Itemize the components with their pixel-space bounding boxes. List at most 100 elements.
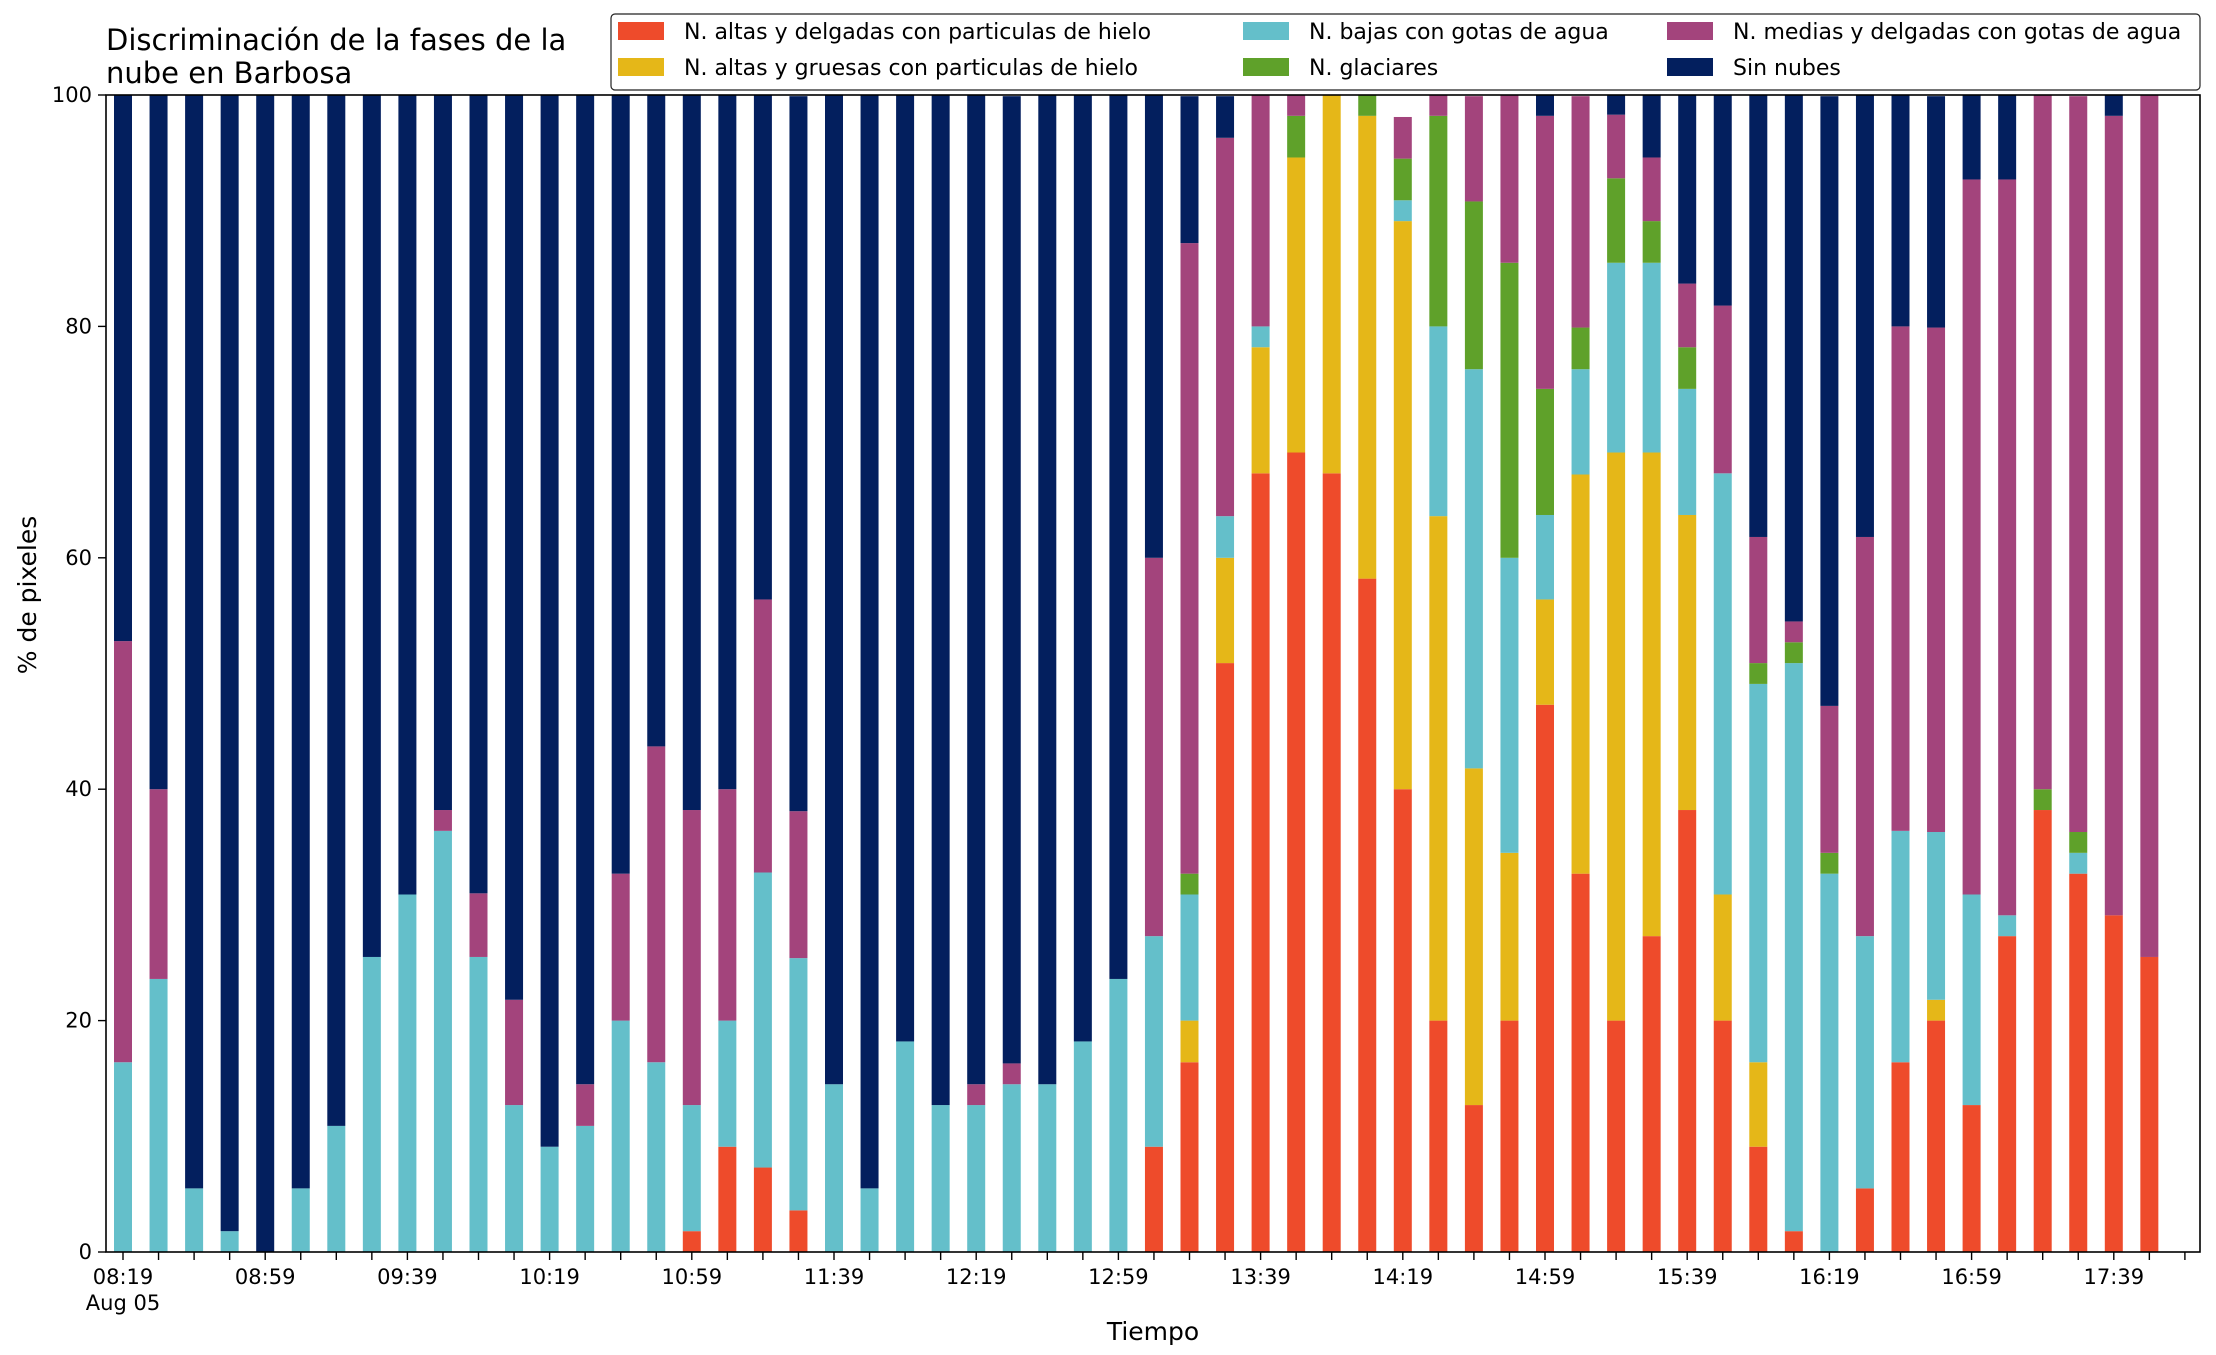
- legend-swatch-1: [618, 58, 664, 76]
- bar-segment-17:09-series-2: [1998, 915, 2017, 937]
- bar-segment-15:19-series-0: [1607, 1020, 1626, 1252]
- bar-segment-11:09-series-5: [718, 95, 737, 790]
- bar-segment-11:59-series-5: [896, 95, 915, 1042]
- bar-segment-11:29-series-4: [789, 811, 808, 959]
- bar-segment-13:29-series-4: [1216, 137, 1235, 517]
- x-tick-label-11:39: 11:39: [804, 1265, 865, 1289]
- bar-segment-15:39-series-2: [1678, 388, 1697, 515]
- bar-segment-12:29-series-2: [1002, 1084, 1021, 1252]
- bar-segment-15:39-series-1: [1678, 514, 1697, 811]
- bar-segment-15:09-series-4: [1571, 96, 1590, 328]
- bar-segment-17:29-series-0: [2069, 873, 2088, 1252]
- x-tick-label-17:39: 17:39: [2084, 1265, 2145, 1289]
- bar-segment-16:09-series-2: [1784, 663, 1803, 1232]
- bar-segment-15:19-series-1: [1607, 452, 1626, 1021]
- bar-segment-15:39-series-4: [1678, 283, 1697, 348]
- legend-label-0: N. altas y delgadas con particulas de hi…: [684, 20, 1151, 45]
- bar-segment-13:49-series-1: [1287, 157, 1306, 453]
- bar-segment-16:19-series-4: [1820, 705, 1839, 853]
- bar-segment-16:39-series-5: [1891, 95, 1910, 327]
- y-tick-label-60: 60: [65, 546, 92, 570]
- x-tick-label-10:19: 10:19: [519, 1265, 580, 1289]
- bar-segment-13:19-series-5: [1180, 96, 1199, 244]
- bar-segment-09:39-series-2: [398, 894, 417, 1252]
- bar-segment-12:39-series-5: [1038, 95, 1057, 1085]
- bar-segment-17:49-series-4: [2140, 95, 2159, 957]
- bar-segment-15:29-series-0: [1642, 936, 1661, 1252]
- bar-segment-12:29-series-4: [1002, 1063, 1021, 1085]
- bar-segment-16:49-series-1: [1927, 999, 1946, 1021]
- bar-segment-15:49-series-2: [1713, 473, 1732, 895]
- bar-segment-09:29-series-5: [362, 95, 381, 957]
- bar-segment-17:39-series-5: [2104, 95, 2123, 116]
- bar-segment-14:49-series-4: [1500, 95, 1519, 263]
- bar-segment-16:29-series-0: [1855, 1188, 1874, 1252]
- bar-segment-16:49-series-0: [1927, 1020, 1946, 1252]
- bar-segment-16:39-series-4: [1891, 326, 1910, 831]
- legend-label-4: N. medias y delgadas con gotas de agua: [1733, 20, 2181, 45]
- bar-segment-14:09-series-3: [1358, 95, 1377, 116]
- y-tick-label-0: 0: [79, 1240, 92, 1264]
- x-tick-label-16:19: 16:19: [1799, 1265, 1860, 1289]
- bar-segment-15:59-series-0: [1749, 1146, 1768, 1252]
- bar-segment-13:49-series-3: [1287, 115, 1306, 158]
- bar-segment-10:29-series-5: [576, 95, 595, 1085]
- bar-segment-14:49-series-1: [1500, 852, 1519, 1021]
- bar-segment-14:59-series-1: [1536, 599, 1554, 705]
- bar-segment-16:49-series-2: [1927, 832, 1946, 1000]
- bar-segment-13:59-series-1: [1322, 95, 1341, 474]
- y-tick-label-40: 40: [65, 777, 92, 801]
- bar-segment-11:19-series-2: [753, 872, 772, 1168]
- bar-segment-16:09-series-0: [1784, 1231, 1803, 1252]
- bar-segment-17:39-series-0: [2104, 915, 2123, 1252]
- legend-swatch-5: [1667, 58, 1713, 76]
- x-tick-label-12:59: 12:59: [1088, 1265, 1149, 1289]
- bar-segment-15:09-series-1: [1571, 474, 1590, 874]
- bar-segment-14:39-series-3: [1464, 201, 1483, 370]
- legend: N. altas y delgadas con particulas de hi…: [610, 13, 2201, 91]
- plot-frame: [105, 94, 2201, 1253]
- bar-segment-09:09-series-5: [291, 95, 310, 1189]
- bar-segment-15:19-series-3: [1607, 178, 1626, 263]
- bar-segment-12:49-series-5: [1073, 95, 1092, 1042]
- bar-segment-15:59-series-3: [1749, 663, 1768, 684]
- bar-segment-13:39-series-4: [1251, 95, 1270, 327]
- bar-segment-15:09-series-0: [1571, 873, 1590, 1252]
- bar-segment-17:19-series-0: [2033, 810, 2052, 1252]
- bar-segment-14:09-series-1: [1358, 115, 1377, 579]
- bar-segment-13:19-series-3: [1180, 873, 1199, 895]
- bar-segment-14:49-series-0: [1500, 1020, 1519, 1252]
- bar-segment-15:49-series-5: [1713, 95, 1732, 306]
- bar-segment-12:19-series-4: [967, 1084, 986, 1106]
- bar-segment-08:39-series-2: [185, 1188, 204, 1252]
- bar-segment-12:29-series-5: [1002, 96, 1021, 1064]
- bar-segment-08:59-series-5: [256, 95, 275, 1252]
- bar-segment-16:09-series-3: [1784, 642, 1803, 664]
- bar-segment-12:59-series-5: [1109, 95, 1128, 979]
- bar-segment-17:39-series-4: [2104, 115, 2123, 916]
- bar-segment-16:29-series-4: [1855, 536, 1874, 937]
- bar-segment-11:19-series-4: [753, 599, 772, 873]
- bar-segment-10:49-series-4: [647, 746, 666, 1063]
- bar-segment-15:39-series-3: [1678, 347, 1697, 389]
- bar-segment-11:19-series-5: [753, 95, 772, 600]
- bar-segment-10:59-series-0: [682, 1231, 701, 1252]
- bar-segment-15:29-series-2: [1642, 262, 1661, 453]
- legend-label-2: N. bajas con gotas de agua: [1309, 20, 1609, 45]
- bar-segment-15:39-series-5: [1678, 95, 1697, 284]
- x-tick-label-09:39: 09:39: [377, 1265, 438, 1289]
- bar-segment-10:59-series-2: [682, 1105, 701, 1232]
- bar-segment-14:09-series-0: [1358, 578, 1377, 1252]
- bar-segment-14:29-series-1: [1429, 516, 1448, 1021]
- bar-segment-14:59-series-3: [1536, 388, 1554, 515]
- bar-segment-12:49-series-2: [1073, 1041, 1092, 1252]
- bar-segment-13:19-series-0: [1180, 1062, 1199, 1252]
- bar-segment-12:19-series-5: [967, 95, 986, 1085]
- bar-segment-13:59-series-0: [1322, 473, 1341, 1253]
- y-tick-label-80: 80: [65, 314, 92, 338]
- bar-segment-08:39-series-5: [185, 95, 204, 1189]
- bar-segment-15:09-series-2: [1571, 369, 1590, 475]
- bar-segment-14:19-series-3: [1393, 158, 1412, 201]
- bar-segment-17:29-series-2: [2069, 852, 2088, 874]
- bar-segment-16:59-series-2: [1962, 894, 1981, 1106]
